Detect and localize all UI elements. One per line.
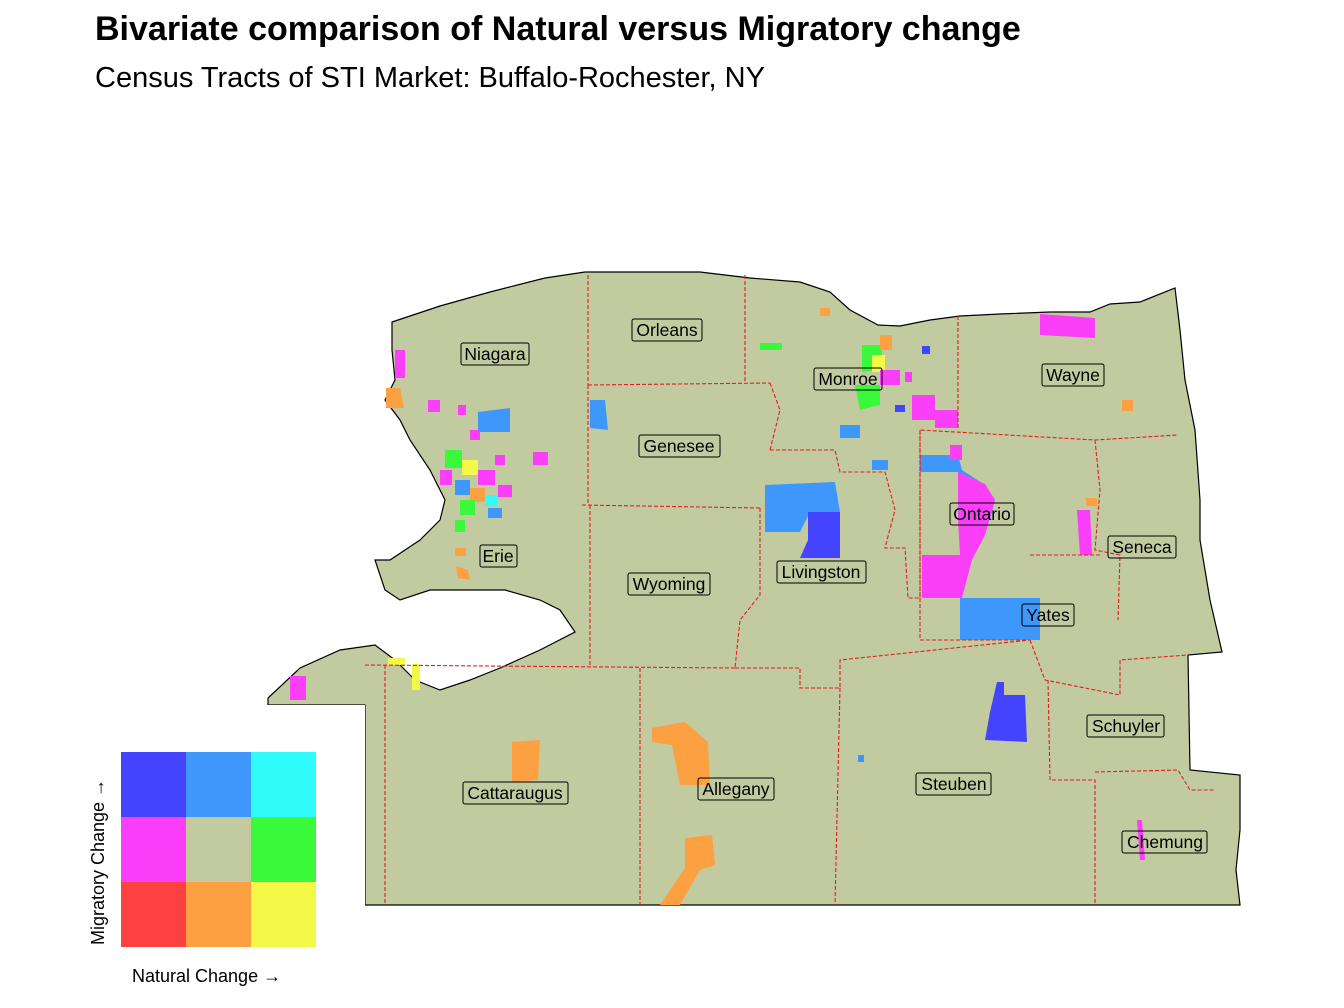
tract-patch [485,495,498,506]
tract-patch [445,450,462,468]
tract-patch [590,400,608,430]
legend-x-title: Natural Change → [132,966,282,986]
tract-patch [455,480,470,495]
tract-patch [855,385,880,410]
tract-patch [388,658,405,665]
tract-patch [455,520,465,532]
tract-patch [800,512,840,558]
county-label-group: Niagara Orleans Monroe Wayne Genesee Eri… [460,318,1208,854]
tract-patch [912,395,935,420]
tract-patch [760,343,782,350]
tract-patch [880,370,900,385]
tract-patch [428,400,440,412]
tract-patch [820,308,830,316]
tract-patch [460,500,475,515]
county-label: Steuben [921,774,986,794]
tract-patch [386,388,404,408]
county-label: Schuyler [1092,716,1160,736]
legend-cell [251,752,316,817]
tract-patch [495,455,505,465]
county-label: Wayne [1046,365,1100,385]
tract-patch [488,508,502,518]
tract-patch [652,722,710,785]
county-label: Seneca [1112,537,1172,557]
tract-patch [470,488,485,502]
page-title: Bivariate comparison of Natural versus M… [95,10,1021,48]
tract-patch [478,470,495,485]
tract-patch [412,664,420,690]
county-label: Genesee [643,436,714,456]
legend-cell [186,882,251,947]
legend-cell [251,882,316,947]
tract-patch [858,755,864,762]
tract-patch [950,445,962,460]
legend-cell [121,752,186,817]
bivariate-legend [68,705,365,1008]
page-subtitle: Census Tracts of STI Market: Buffalo-Roc… [95,62,765,94]
county-label: Allegany [702,779,769,799]
tract-patch [895,405,905,412]
tract-patch [440,470,452,485]
tract-patch [458,405,466,415]
tract-patch [660,835,715,905]
tract-patch [478,408,510,432]
tract-patch [1077,510,1092,555]
region-shape [267,271,1241,906]
county-label: Cattaraugus [467,783,563,803]
tract-patch [290,676,306,700]
legend-cell [121,817,186,882]
tract-patch [1122,400,1133,411]
tract-patch [395,350,405,378]
tract-patch [456,566,470,580]
tract-patch [960,598,1040,640]
tract-patch [1040,314,1095,338]
tract-patch [470,430,480,440]
tract-patch [533,452,548,465]
tract-patch [880,335,892,350]
county-label: Erie [482,546,513,566]
county-label: Ontario [953,504,1010,524]
county-label: Orleans [636,320,698,340]
county-label: Chemung [1127,832,1203,852]
tract-patch [840,425,860,438]
county-label: Yates [1026,605,1070,625]
tract-patch [905,372,912,382]
tract-patch [985,682,1027,742]
county-borders [364,275,1215,906]
legend-cell [121,882,186,947]
tract-patch [455,548,466,556]
legend-cell [186,752,251,817]
county-label: Monroe [818,369,877,389]
county-label: Livingston [782,562,861,582]
tract-patch [1137,820,1145,860]
tract-patch [935,410,958,428]
tract-patch [1086,498,1097,506]
tract-patch [765,482,840,532]
tract-patch [922,346,930,354]
tract-patch [462,460,478,475]
tract-patch [512,740,540,782]
county-label: Wyoming [633,574,706,594]
tract-patch [872,460,888,470]
county-label: Niagara [464,344,526,364]
legend-y-title: Migratory Change → [88,778,108,945]
legend-cell [186,817,251,882]
legend-cell [251,817,316,882]
tract-patch [498,485,512,497]
